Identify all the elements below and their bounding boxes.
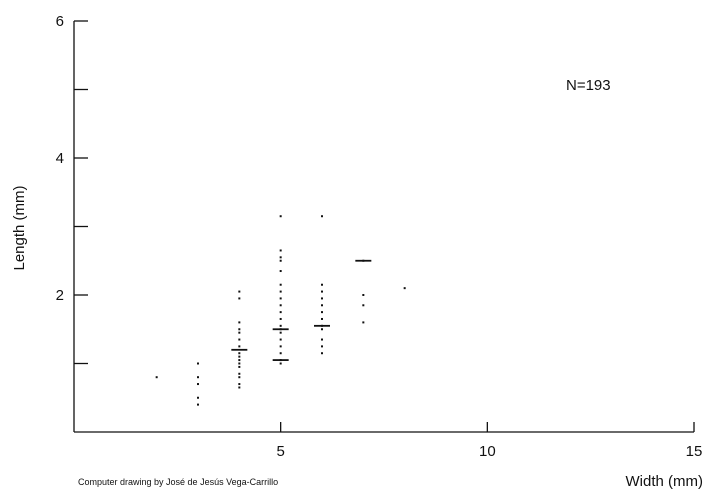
data-point: [197, 362, 199, 365]
data-point: [279, 324, 282, 327]
sample-size-annotation: N=193: [566, 77, 611, 94]
data-point: [279, 317, 282, 320]
data-point: [279, 352, 282, 355]
data-point: [238, 352, 241, 355]
data-point: [279, 215, 282, 218]
data-point: [279, 311, 282, 314]
x-tick-label: 15: [686, 443, 703, 460]
cluster-dash: [272, 359, 289, 361]
data-point: [321, 283, 323, 286]
data-point: [238, 355, 241, 358]
data-point: [279, 331, 282, 334]
cluster-dash: [355, 259, 372, 262]
y-tick-label: 4: [56, 150, 64, 167]
data-point: [197, 396, 199, 399]
data-point: [279, 259, 282, 262]
x-axis-label: Width (mm): [626, 473, 704, 490]
data-point: [279, 362, 282, 365]
data-point: [321, 311, 323, 314]
data-point: [238, 345, 241, 348]
data-point: [321, 345, 323, 348]
data-point: [155, 376, 158, 379]
data-point: [321, 290, 323, 293]
data-points: [155, 215, 406, 406]
credit-text: Computer drawing by José de Jesús Vega-C…: [78, 477, 278, 487]
data-point: [279, 283, 282, 286]
data-point: [238, 383, 241, 386]
cluster-dash: [314, 324, 330, 327]
data-point: [238, 321, 241, 324]
data-point: [279, 304, 282, 307]
data-point: [238, 362, 241, 365]
data-point: [279, 290, 282, 293]
data-point: [197, 376, 199, 379]
data-point: [362, 294, 365, 296]
data-point: [321, 215, 323, 218]
data-point: [321, 352, 323, 355]
data-point: [238, 365, 241, 368]
y-tick-label: 6: [56, 13, 64, 30]
data-point: [279, 297, 282, 300]
data-point: [279, 345, 282, 348]
data-point: [279, 338, 282, 341]
data-point: [362, 321, 365, 324]
x-tick-label: 10: [479, 443, 496, 460]
data-point: [279, 270, 282, 273]
data-point: [238, 386, 241, 389]
data-point: [238, 359, 241, 362]
x-tick-label: 5: [276, 443, 284, 460]
cluster-dash: [231, 348, 248, 351]
data-point: [197, 383, 199, 386]
y-tick-label: 2: [56, 287, 64, 304]
data-point: [238, 372, 241, 375]
data-point: [321, 297, 323, 300]
data-point: [279, 256, 282, 259]
data-point: [238, 328, 241, 331]
data-point: [321, 317, 323, 320]
y-axis-label: Length (mm): [11, 185, 28, 270]
data-point: [197, 403, 199, 406]
data-point: [238, 376, 241, 379]
data-point: [279, 249, 282, 252]
cluster-dash: [272, 328, 289, 331]
data-point: [321, 328, 323, 331]
axis-ticks: 5 10 15 2 4 6: [56, 13, 703, 460]
data-point: [238, 290, 241, 293]
data-point: [362, 304, 365, 307]
data-point: [321, 304, 323, 307]
data-point: [238, 297, 241, 300]
data-point: [238, 338, 241, 341]
data-point: [321, 338, 323, 341]
data-point: [403, 287, 406, 290]
data-point: [238, 331, 241, 334]
